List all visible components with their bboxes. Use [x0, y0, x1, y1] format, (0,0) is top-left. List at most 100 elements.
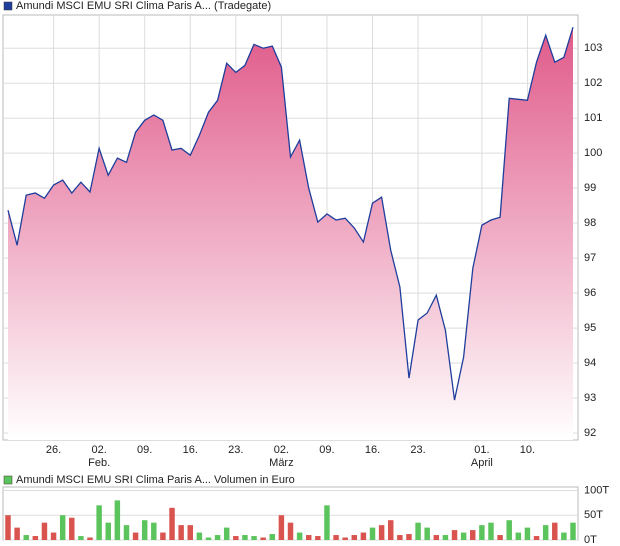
volume-bar — [424, 527, 430, 540]
y-tick-label: 97 — [584, 252, 596, 264]
volume-bar — [397, 535, 403, 540]
volume-bar — [552, 522, 558, 540]
y-tick-label: 96 — [584, 287, 596, 299]
y-tick-label: 94 — [584, 357, 596, 369]
volume-bar — [296, 532, 303, 540]
volume-bar — [87, 537, 93, 540]
volume-bar — [41, 522, 48, 540]
volume-bar — [196, 532, 203, 540]
y-tick-label: 0T — [584, 534, 597, 546]
volume-bar — [470, 530, 476, 540]
x-month-label: Feb. — [88, 457, 110, 469]
volume-bar — [178, 525, 184, 540]
volume-bar — [324, 505, 330, 540]
volume-bar — [460, 532, 467, 540]
volume-bar — [533, 536, 540, 540]
x-tick-label: 09. — [137, 444, 152, 456]
volume-bar — [223, 527, 230, 540]
volume-bar — [305, 535, 312, 540]
x-month-label: April — [471, 457, 493, 469]
x-tick-label: 26. — [46, 444, 61, 456]
volume-bar — [378, 525, 385, 540]
volume-bar — [23, 535, 29, 540]
volume-bar — [570, 522, 576, 540]
volume-bar — [451, 530, 458, 540]
volume-bar — [242, 535, 248, 540]
legend-swatch — [3, 475, 13, 485]
volume-bar — [479, 525, 485, 540]
volume-bar — [59, 515, 66, 540]
volume-bar — [415, 522, 421, 540]
volume-bar — [50, 532, 57, 540]
volume-bar — [114, 500, 121, 540]
volume-bar — [187, 525, 193, 540]
volume-bar — [123, 525, 130, 540]
legend-label: Amundi MSCI EMU SRI Clima Paris A... (Tr… — [16, 0, 271, 12]
volume-bar — [351, 535, 358, 540]
x-tick-label: 23. — [228, 444, 243, 456]
volume-bar — [497, 535, 503, 540]
volume-bar — [78, 536, 84, 540]
y-tick-label: 100 — [584, 147, 602, 159]
volume-bar — [561, 532, 567, 540]
x-tick-label: 23. — [410, 444, 425, 456]
y-tick-label: 103 — [584, 42, 602, 54]
volume-bar — [406, 534, 412, 540]
volume-bar — [260, 537, 266, 540]
volume-bar — [515, 532, 522, 540]
volume-bar — [488, 522, 494, 540]
volume-bar — [14, 527, 20, 540]
y-tick-label: 99 — [584, 182, 596, 194]
y-tick-label: 95 — [584, 322, 596, 334]
price-area — [8, 27, 573, 440]
volume-bar — [5, 515, 11, 540]
x-tick-label: 16. — [183, 444, 198, 456]
volume-bar — [269, 534, 276, 540]
volume-bar — [433, 535, 440, 540]
y-tick-label: 102 — [584, 77, 602, 89]
y-tick-label: 50T — [584, 509, 603, 521]
x-tick-label: 02. — [274, 444, 289, 456]
volume-bar — [141, 520, 148, 540]
volume-bar — [287, 522, 294, 540]
y-tick-label: 92 — [584, 427, 596, 439]
x-tick-label: 01. — [474, 444, 489, 456]
volume-bar — [169, 507, 175, 540]
volume-bar — [278, 515, 285, 540]
legend-label: Amundi MSCI EMU SRI Clima Paris A... Vol… — [16, 474, 295, 486]
volume-bar — [388, 520, 394, 540]
volume-bar — [205, 537, 212, 540]
price-line — [7, 27, 574, 401]
volume-bar — [333, 535, 339, 540]
y-tick-label: 101 — [584, 112, 602, 124]
volume-bar — [69, 517, 75, 540]
volume-bar — [96, 505, 102, 540]
x-tick-label: 02. — [91, 444, 106, 456]
x-month-label: März — [269, 457, 293, 469]
volume-bar — [233, 536, 239, 540]
y-tick-label: 93 — [584, 392, 596, 404]
volume-bar — [151, 522, 157, 540]
x-tick-label: 10. — [520, 444, 535, 456]
x-tick-label: 09. — [319, 444, 334, 456]
volume-bar — [315, 536, 321, 540]
y-tick-label: 98 — [584, 217, 596, 229]
volume-bar — [369, 527, 376, 540]
y-tick-label: 100T — [584, 484, 609, 496]
volume-bar — [542, 525, 549, 540]
volume-bar — [342, 537, 348, 540]
legend-swatch — [3, 1, 13, 11]
volume-bar — [442, 535, 449, 540]
volume-bar — [160, 532, 166, 540]
volume-bar — [132, 532, 139, 540]
volume-bar — [105, 522, 111, 540]
volume-bar — [360, 532, 367, 540]
volume-bar — [524, 527, 531, 540]
volume-bar — [32, 536, 39, 540]
volume-bar — [251, 536, 257, 540]
x-tick-label: 16. — [365, 444, 380, 456]
volume-bar — [506, 520, 512, 540]
volume-bar — [214, 535, 221, 540]
